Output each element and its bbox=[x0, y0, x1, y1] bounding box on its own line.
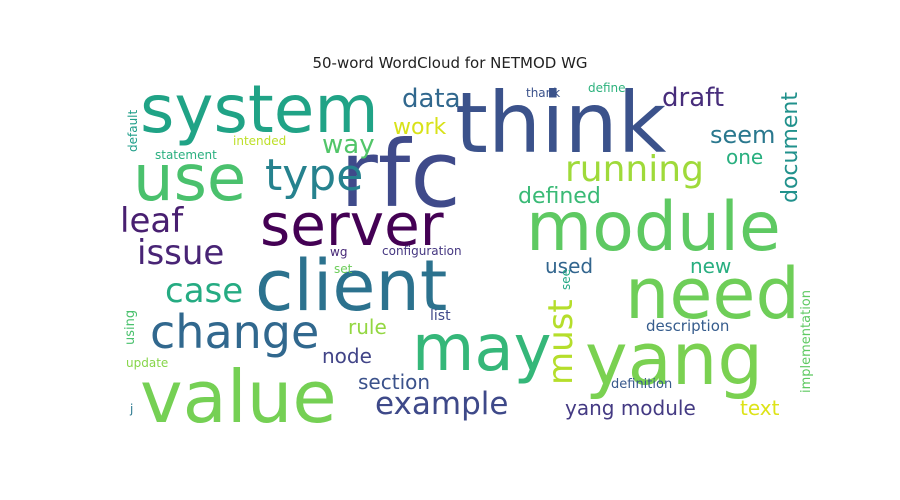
word-document: document bbox=[778, 92, 803, 203]
word-type: type bbox=[265, 150, 363, 201]
word-case: case bbox=[165, 271, 243, 311]
word-client: client bbox=[255, 245, 447, 327]
word-use: use bbox=[133, 142, 246, 216]
word-text: text bbox=[740, 396, 780, 420]
word-module: module bbox=[526, 188, 781, 267]
word-node: node bbox=[322, 344, 372, 368]
word-rfc: rfc bbox=[340, 121, 461, 228]
word-server: server bbox=[260, 191, 444, 259]
word-configuration: configuration bbox=[382, 244, 462, 258]
word-default: default bbox=[126, 109, 140, 152]
word-leaf: leaf bbox=[120, 201, 184, 241]
word-implementation: implementation bbox=[799, 290, 814, 393]
word-need: need bbox=[625, 253, 800, 335]
word-may: may bbox=[412, 312, 551, 386]
word-yang-module: yang module bbox=[565, 396, 696, 420]
word-example: example bbox=[375, 386, 508, 422]
word-must: must bbox=[541, 299, 581, 385]
word-see: see bbox=[559, 269, 573, 290]
word-thank: thank bbox=[526, 86, 560, 100]
word-data: data bbox=[402, 84, 461, 114]
word-think: think bbox=[455, 74, 667, 172]
word-wg: wg bbox=[330, 245, 347, 259]
word-intended: intended bbox=[233, 134, 286, 148]
word-set: set bbox=[334, 262, 353, 276]
word-definition: definition bbox=[611, 377, 672, 392]
word-running: running bbox=[565, 149, 704, 190]
word-rule: rule bbox=[348, 315, 387, 339]
word-j: j bbox=[129, 402, 133, 416]
word-section: section bbox=[358, 370, 430, 394]
word-change: change bbox=[150, 305, 319, 359]
word-new: new bbox=[690, 254, 731, 278]
word-value: value bbox=[140, 355, 337, 439]
word-draft: draft bbox=[662, 83, 724, 113]
word-one: one bbox=[726, 145, 763, 169]
word-description: description bbox=[646, 317, 729, 335]
word-work: work bbox=[393, 115, 446, 140]
word-system: system bbox=[140, 71, 379, 148]
word-seem: seem bbox=[710, 121, 775, 149]
word-issue: issue bbox=[137, 233, 224, 273]
word-defined: defined bbox=[518, 184, 601, 209]
word-list: list bbox=[430, 308, 451, 324]
chart-title: 50-word WordCloud for NETMOD WG bbox=[312, 54, 588, 72]
word-using: using bbox=[123, 310, 138, 345]
word-used: used bbox=[545, 254, 593, 278]
word-statement: statement bbox=[155, 148, 217, 162]
word-yang: yang bbox=[585, 317, 763, 401]
word-define: define bbox=[588, 81, 626, 95]
word-update: update bbox=[126, 356, 168, 370]
word-way: way bbox=[322, 130, 375, 160]
